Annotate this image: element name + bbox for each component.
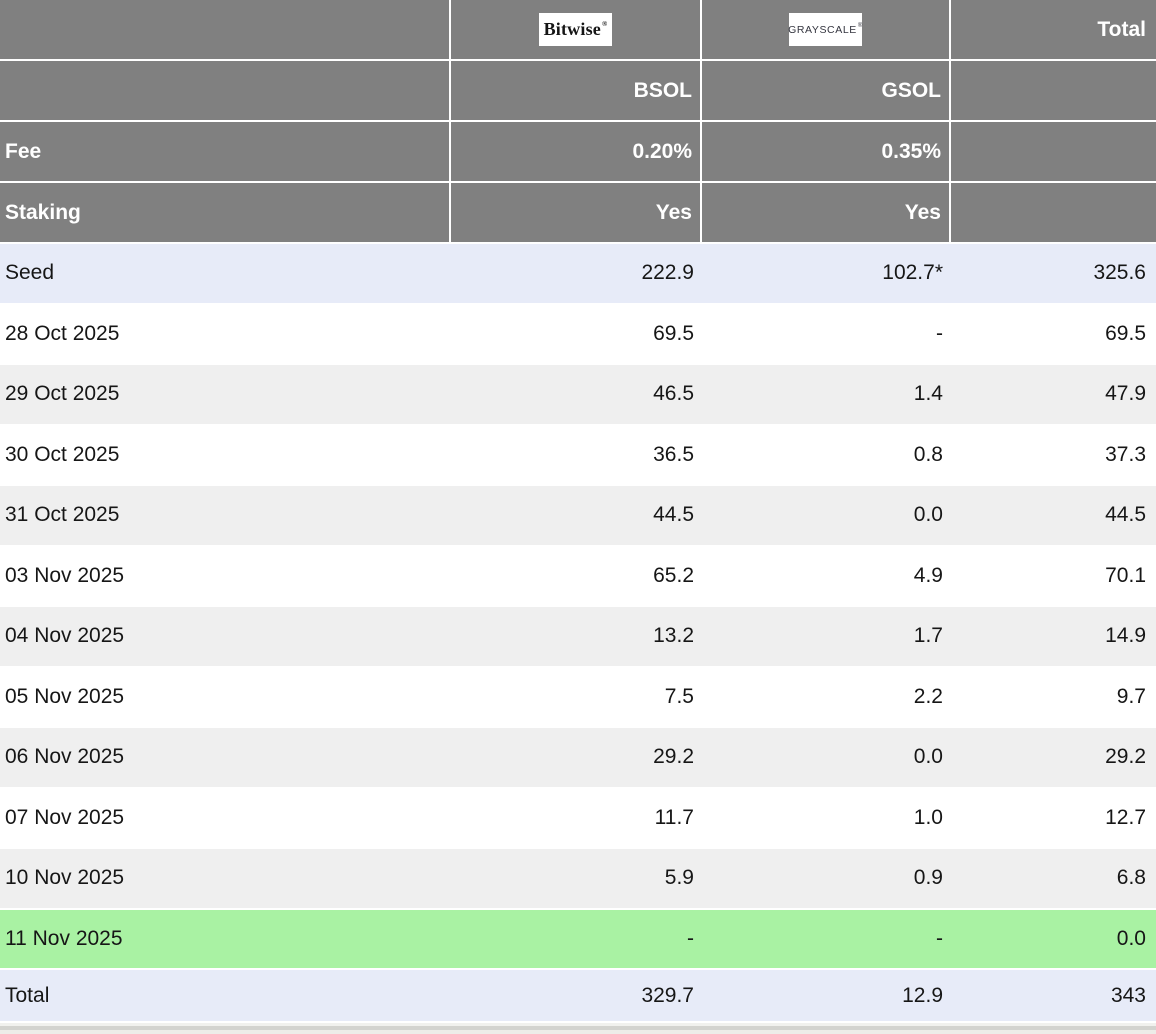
row-label: Total: [5, 983, 50, 1007]
ticker-row-empty-cell: [0, 61, 451, 120]
bitwise-logo-text: Bitwise: [543, 19, 601, 39]
gsol-value: 1.4: [913, 382, 943, 406]
row-label: Seed: [5, 261, 55, 285]
data-row: 29 Oct 2025 46.5 1.4 47.9: [0, 365, 1156, 426]
total-value: 70.1: [1105, 563, 1146, 587]
total-value: 69.5: [1105, 321, 1146, 345]
staking-total-cell: [951, 183, 1156, 242]
gsol-value: 1.0: [913, 805, 943, 829]
data-row: 06 Nov 2025 29.2 0.0 29.2: [0, 728, 1156, 789]
total-row: Total 329.7 12.9 343: [0, 970, 1156, 1023]
total-value: 29.2: [1105, 745, 1146, 769]
data-row: 31 Oct 2025 44.5 0.0 44.5: [0, 486, 1156, 547]
bsol-value: 36.5: [653, 442, 694, 466]
bsol-value: 65.2: [653, 563, 694, 587]
row-label: 28 Oct 2025: [5, 321, 120, 345]
ticker-row-total-cell: [951, 61, 1156, 120]
total-value: 37.3: [1105, 442, 1146, 466]
gsol-value: -: [936, 926, 943, 950]
bsol-value: -: [687, 926, 694, 950]
gsol-value: 0.0: [913, 745, 943, 769]
bottom-cutoff-strip: [0, 1026, 1156, 1030]
bsol-value: 11.7: [654, 805, 694, 829]
registered-trademark-icon: ®: [857, 22, 863, 29]
data-row: 04 Nov 2025 13.2 1.7 14.9: [0, 607, 1156, 668]
grayscale-logo: GRAYSCALE ®: [788, 13, 863, 46]
gsol-value: 1.7: [913, 624, 943, 648]
corner-empty-cell: [0, 0, 451, 59]
bsol-value: 222.9: [641, 261, 694, 285]
bottom-cutoff-strip: [0, 1023, 1156, 1026]
gsol-value: 12.9: [902, 983, 943, 1007]
gsol-value: 4.9: [913, 563, 943, 587]
fee-gsol-value: 0.35%: [702, 122, 951, 181]
row-label: 07 Nov 2025: [5, 805, 125, 829]
row-label: 04 Nov 2025: [5, 624, 125, 648]
gsol-value: 0.8: [913, 442, 943, 466]
total-value: 343: [1110, 983, 1146, 1007]
bsol-value: 44.5: [653, 503, 694, 527]
data-row: Seed 222.9 102.7* 325.6: [0, 244, 1156, 305]
row-label: 11 Nov 2025: [5, 926, 123, 950]
fee-row: Fee 0.20% 0.35%: [0, 122, 1156, 183]
provider-header-row: Bitwise ® GRAYSCALE ® Total: [0, 0, 1156, 61]
staking-gsol-value: Yes: [702, 183, 951, 242]
bsol-value: 29.2: [653, 745, 694, 769]
fee-total-cell: [951, 122, 1156, 181]
grayscale-header-cell: GRAYSCALE ®: [702, 0, 951, 59]
data-row: 03 Nov 2025 65.2 4.9 70.1: [0, 546, 1156, 607]
row-label: 06 Nov 2025: [5, 745, 125, 769]
bsol-value: 5.9: [664, 866, 694, 890]
data-row: 05 Nov 2025 7.5 2.2 9.7: [0, 667, 1156, 728]
data-row: 10 Nov 2025 5.9 0.9 6.8: [0, 849, 1156, 910]
grayscale-logo-text: GRAYSCALE: [788, 23, 857, 36]
total-value: 44.5: [1105, 503, 1146, 527]
staking-label: Staking: [0, 183, 451, 242]
gsol-value: 0.9: [913, 866, 943, 890]
total-value: 47.9: [1105, 382, 1146, 406]
total-value: 6.8: [1116, 866, 1146, 890]
row-label: 03 Nov 2025: [5, 563, 125, 587]
bottom-cutoff-strip: [0, 1030, 1156, 1034]
gsol-value: 2.2: [913, 684, 943, 708]
gsol-value: 102.7*: [882, 261, 943, 285]
data-row: 11 Nov 2025 - - 0.0: [0, 909, 1156, 970]
bsol-value: 329.7: [641, 983, 694, 1007]
gsol-ticker: GSOL: [702, 61, 951, 120]
registered-trademark-icon: ®: [601, 19, 608, 28]
bsol-value: 46.5: [653, 382, 694, 406]
total-value: 12.7: [1105, 805, 1146, 829]
row-label: 05 Nov 2025: [5, 684, 125, 708]
fee-label: Fee: [0, 122, 451, 181]
total-column-header: Total: [1097, 17, 1146, 41]
bsol-value: 69.5: [653, 321, 694, 345]
bsol-value: 13.2: [653, 624, 694, 648]
bsol-value: 7.5: [664, 684, 694, 708]
total-value: 0.0: [1116, 926, 1146, 950]
bsol-ticker: BSOL: [451, 61, 702, 120]
gsol-value: -: [936, 321, 943, 345]
row-label: 31 Oct 2025: [5, 503, 120, 527]
data-row: 07 Nov 2025 11.7 1.0 12.7: [0, 788, 1156, 849]
bitwise-header-cell: Bitwise ®: [451, 0, 702, 59]
data-row: 28 Oct 2025 69.5 - 69.5: [0, 304, 1156, 365]
total-value: 325.6: [1093, 261, 1146, 285]
row-label: 10 Nov 2025: [5, 866, 125, 890]
total-value: 14.9: [1105, 624, 1146, 648]
bitwise-logo: Bitwise ®: [539, 13, 612, 46]
staking-bsol-value: Yes: [451, 183, 702, 242]
row-label: 30 Oct 2025: [5, 442, 120, 466]
data-row: 30 Oct 2025 36.5 0.8 37.3: [0, 425, 1156, 486]
total-value: 9.7: [1116, 684, 1146, 708]
row-label: 29 Oct 2025: [5, 382, 120, 406]
flow-data-rows: Seed 222.9 102.7* 325.6 28 Oct 2025 69.5 - 69.5…: [0, 244, 1156, 1023]
gsol-value: 0.0: [913, 503, 943, 527]
ticker-row: BSOL GSOL: [0, 61, 1156, 122]
staking-row: Staking Yes Yes: [0, 183, 1156, 244]
fee-bsol-value: 0.20%: [451, 122, 702, 181]
